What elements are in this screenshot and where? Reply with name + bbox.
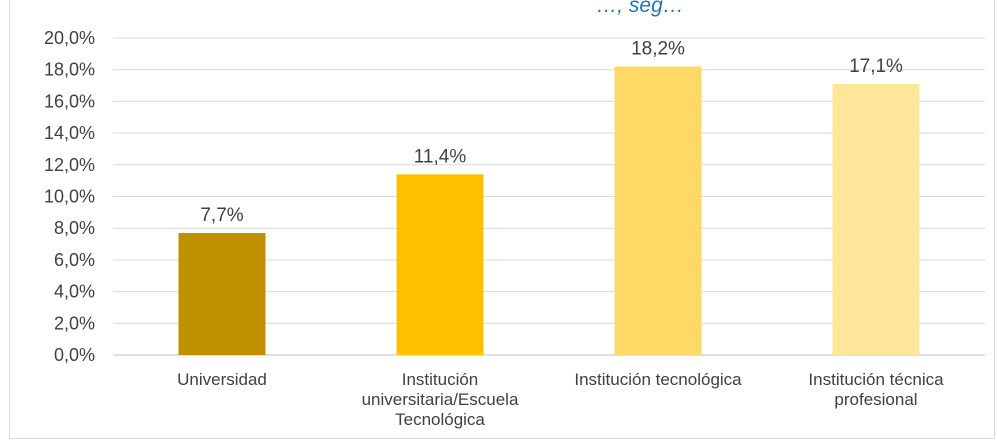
x-category-label: Institución técnica profesional xyxy=(808,370,944,409)
y-tick-label: 4,0% xyxy=(54,282,95,302)
y-tick-label: 8,0% xyxy=(54,218,95,238)
data-label: 18,2% xyxy=(631,39,685,60)
y-tick-label: 6,0% xyxy=(54,250,95,270)
bar xyxy=(614,66,702,355)
bar xyxy=(832,83,920,355)
data-label: 17,1% xyxy=(849,56,903,77)
y-tick-label: 20,0% xyxy=(44,28,95,48)
x-category-label: Universidad xyxy=(177,370,267,389)
y-tick-label: 18,0% xyxy=(44,60,95,80)
y-tick-label: 16,0% xyxy=(44,91,95,111)
x-category-label: Institución tecnológica xyxy=(574,370,742,389)
bar xyxy=(396,174,484,355)
y-tick-label: 14,0% xyxy=(44,123,95,143)
y-tick-label: 10,0% xyxy=(44,187,95,207)
data-label: 7,7% xyxy=(200,205,243,226)
bar xyxy=(178,232,266,355)
x-category-label: Institución universitaria/Escuela Tecnológ… xyxy=(362,370,519,429)
data-label: 11,4% xyxy=(414,146,467,167)
bar-layer xyxy=(178,66,920,355)
y-tick-label: 0,0% xyxy=(54,345,95,365)
y-tick-label: 12,0% xyxy=(44,155,95,175)
y-tick-label: 2,0% xyxy=(54,313,95,333)
label-layer: 0,0% 2,0% 4,0% 6,0% 8,0% 10,0% 12,0% 14,0% 16,0%… xyxy=(44,28,944,429)
chart-title-fragment: …, seg… xyxy=(596,0,684,17)
chart-frame xyxy=(9,0,995,439)
